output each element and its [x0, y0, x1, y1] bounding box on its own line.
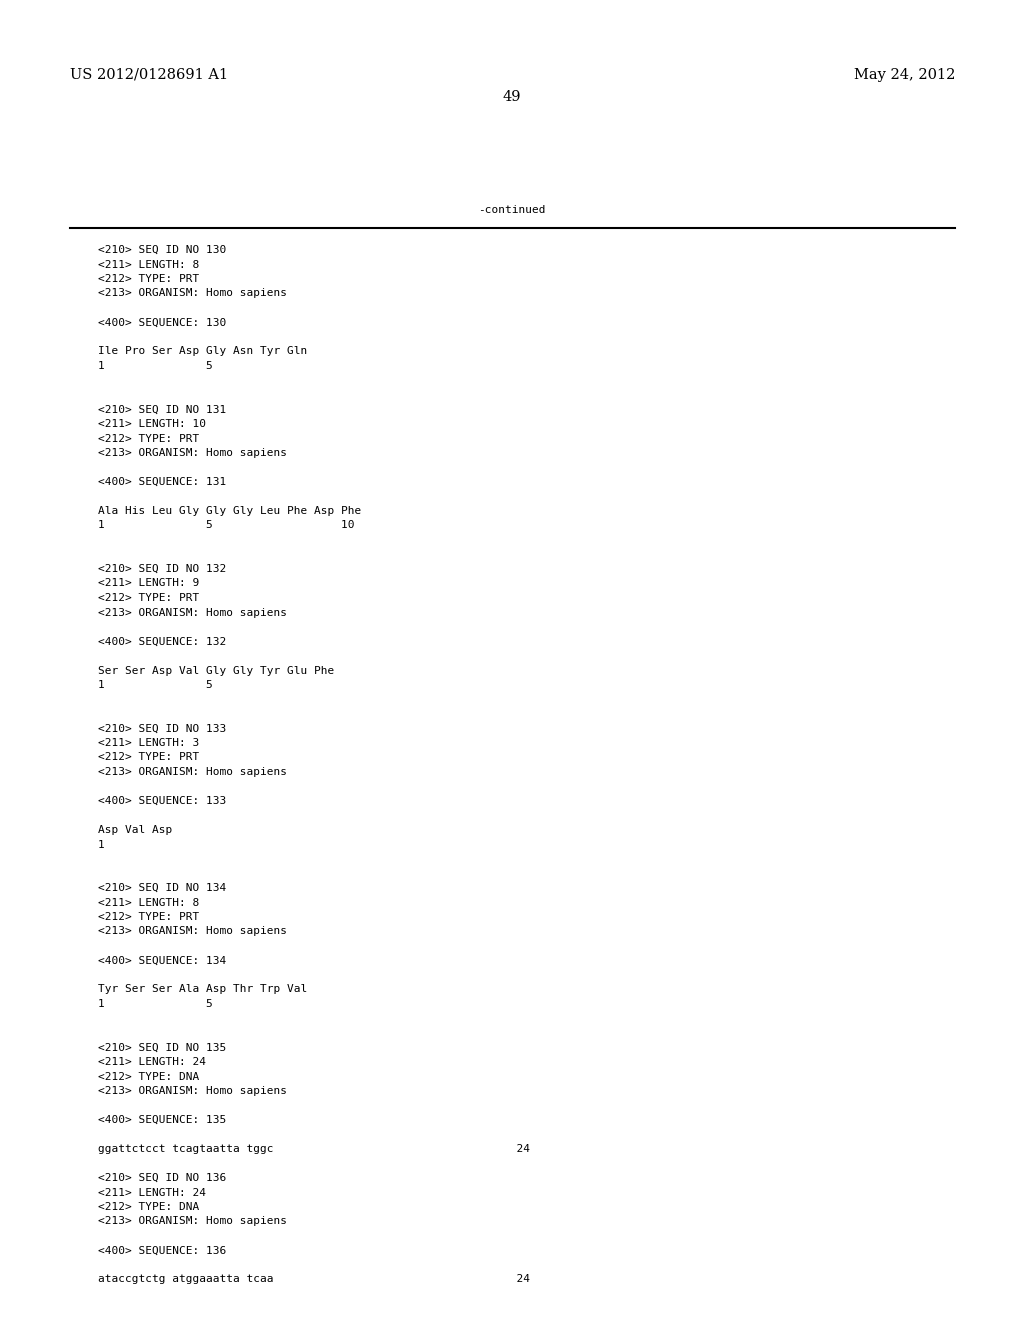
Text: <213> ORGANISM: Homo sapiens: <213> ORGANISM: Homo sapiens	[98, 289, 287, 298]
Text: ggattctcct tcagtaatta tggc                                    24: ggattctcct tcagtaatta tggc 24	[98, 1144, 530, 1154]
Text: <213> ORGANISM: Homo sapiens: <213> ORGANISM: Homo sapiens	[98, 1217, 287, 1226]
Text: <211> LENGTH: 10: <211> LENGTH: 10	[98, 418, 206, 429]
Text: <210> SEQ ID NO 134: <210> SEQ ID NO 134	[98, 883, 226, 894]
Text: <212> TYPE: DNA: <212> TYPE: DNA	[98, 1203, 200, 1212]
Text: <212> TYPE: PRT: <212> TYPE: PRT	[98, 752, 200, 763]
Text: <400> SEQUENCE: 134: <400> SEQUENCE: 134	[98, 956, 226, 965]
Text: <210> SEQ ID NO 133: <210> SEQ ID NO 133	[98, 723, 226, 734]
Text: <400> SEQUENCE: 133: <400> SEQUENCE: 133	[98, 796, 226, 807]
Text: <210> SEQ ID NO 131: <210> SEQ ID NO 131	[98, 404, 226, 414]
Text: <400> SEQUENCE: 131: <400> SEQUENCE: 131	[98, 477, 226, 487]
Text: 1               5                   10: 1 5 10	[98, 520, 354, 531]
Text: <210> SEQ ID NO 136: <210> SEQ ID NO 136	[98, 1173, 226, 1183]
Text: 1               5: 1 5	[98, 360, 213, 371]
Text: <212> TYPE: DNA: <212> TYPE: DNA	[98, 1072, 200, 1081]
Text: <213> ORGANISM: Homo sapiens: <213> ORGANISM: Homo sapiens	[98, 927, 287, 936]
Text: <400> SEQUENCE: 135: <400> SEQUENCE: 135	[98, 1115, 226, 1125]
Text: <212> TYPE: PRT: <212> TYPE: PRT	[98, 275, 200, 284]
Text: 1               5: 1 5	[98, 680, 213, 690]
Text: <213> ORGANISM: Homo sapiens: <213> ORGANISM: Homo sapiens	[98, 447, 287, 458]
Text: Ser Ser Asp Val Gly Gly Tyr Glu Phe: Ser Ser Asp Val Gly Gly Tyr Glu Phe	[98, 665, 334, 676]
Text: Ile Pro Ser Asp Gly Asn Tyr Gln: Ile Pro Ser Asp Gly Asn Tyr Gln	[98, 346, 307, 356]
Text: <211> LENGTH: 24: <211> LENGTH: 24	[98, 1188, 206, 1197]
Text: <213> ORGANISM: Homo sapiens: <213> ORGANISM: Homo sapiens	[98, 767, 287, 777]
Text: <400> SEQUENCE: 132: <400> SEQUENCE: 132	[98, 636, 226, 647]
Text: <211> LENGTH: 3: <211> LENGTH: 3	[98, 738, 200, 748]
Text: <212> TYPE: PRT: <212> TYPE: PRT	[98, 433, 200, 444]
Text: <211> LENGTH: 24: <211> LENGTH: 24	[98, 1057, 206, 1067]
Text: <210> SEQ ID NO 132: <210> SEQ ID NO 132	[98, 564, 226, 574]
Text: <212> TYPE: PRT: <212> TYPE: PRT	[98, 593, 200, 603]
Text: <213> ORGANISM: Homo sapiens: <213> ORGANISM: Homo sapiens	[98, 1086, 287, 1096]
Text: <400> SEQUENCE: 130: <400> SEQUENCE: 130	[98, 318, 226, 327]
Text: <210> SEQ ID NO 130: <210> SEQ ID NO 130	[98, 246, 226, 255]
Text: US 2012/0128691 A1: US 2012/0128691 A1	[70, 69, 228, 82]
Text: <211> LENGTH: 9: <211> LENGTH: 9	[98, 578, 200, 589]
Text: <400> SEQUENCE: 136: <400> SEQUENCE: 136	[98, 1246, 226, 1255]
Text: 49: 49	[503, 90, 521, 104]
Text: Asp Val Asp: Asp Val Asp	[98, 825, 172, 836]
Text: <211> LENGTH: 8: <211> LENGTH: 8	[98, 260, 200, 269]
Text: <212> TYPE: PRT: <212> TYPE: PRT	[98, 912, 200, 921]
Text: 1               5: 1 5	[98, 999, 213, 1008]
Text: Tyr Ser Ser Ala Asp Thr Trp Val: Tyr Ser Ser Ala Asp Thr Trp Val	[98, 985, 307, 994]
Text: May 24, 2012: May 24, 2012	[854, 69, 955, 82]
Text: <211> LENGTH: 8: <211> LENGTH: 8	[98, 898, 200, 908]
Text: ataccgtctg atggaaatta tcaa                                    24: ataccgtctg atggaaatta tcaa 24	[98, 1275, 530, 1284]
Text: Ala His Leu Gly Gly Gly Leu Phe Asp Phe: Ala His Leu Gly Gly Gly Leu Phe Asp Phe	[98, 506, 361, 516]
Text: <210> SEQ ID NO 135: <210> SEQ ID NO 135	[98, 1043, 226, 1052]
Text: 1: 1	[98, 840, 104, 850]
Text: <213> ORGANISM: Homo sapiens: <213> ORGANISM: Homo sapiens	[98, 607, 287, 618]
Text: -continued: -continued	[478, 205, 546, 215]
